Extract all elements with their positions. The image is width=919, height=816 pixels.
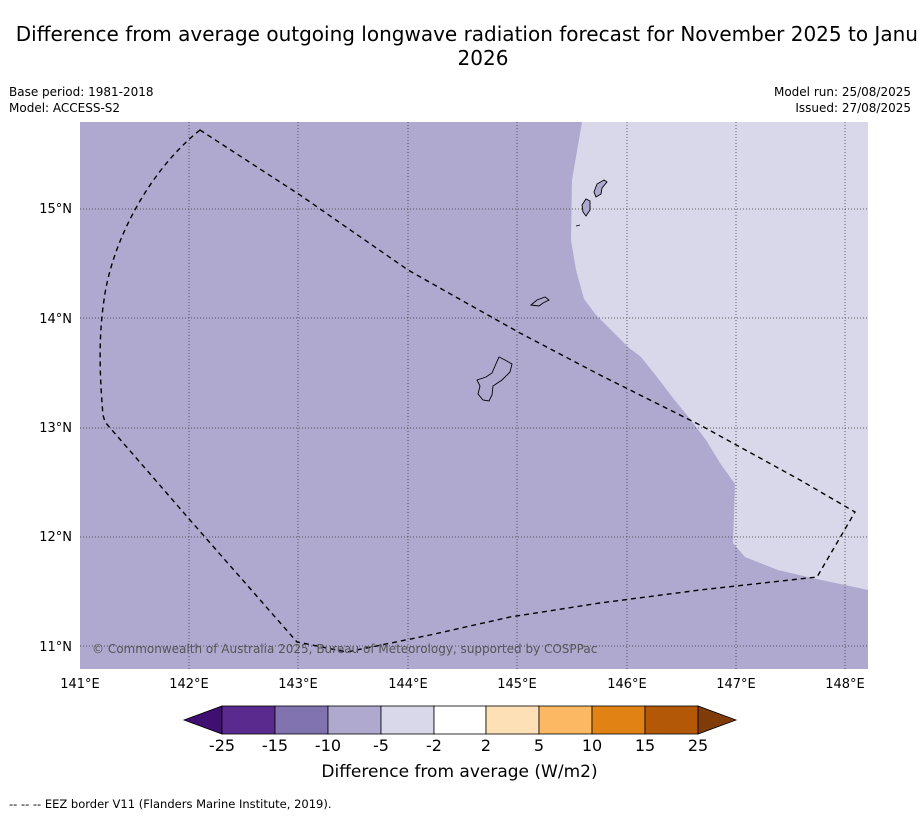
lat-label: 13°N	[39, 421, 72, 436]
colorbar-bin	[380, 705, 435, 735]
colorbar-tick: 25	[687, 736, 709, 755]
copyright-text: © Commonwealth of Australia 2025, Bureau…	[92, 642, 597, 656]
colorbar-bin	[221, 705, 276, 735]
meta-left: Base period: 1981-2018 Model: ACCESS-S2	[9, 84, 154, 116]
colorbar-bin	[485, 705, 540, 735]
base-period: Base period: 1981-2018	[9, 85, 154, 99]
lon-label: 143°E	[278, 677, 318, 692]
colorbar-tick: 2	[480, 736, 492, 755]
issued-date: Issued: 27/08/2025	[795, 101, 911, 115]
model-run: Model run: 25/08/2025	[773, 85, 911, 99]
colorbar-bin	[433, 705, 487, 735]
lat-label: 14°N	[39, 312, 72, 327]
lon-label: 145°E	[497, 677, 537, 692]
colorbar-bin	[274, 705, 329, 735]
colorbar-tick: -10	[314, 736, 342, 755]
colorbar	[182, 705, 738, 735]
anomaly-field-minus5-minus2	[571, 122, 868, 590]
islands	[476, 179, 608, 402]
lon-label: 148°E	[825, 677, 865, 692]
map-title: Difference from average outgoing longwav…	[15, 22, 919, 70]
graticule	[80, 122, 868, 669]
lat-label: 11°N	[39, 640, 72, 655]
longitude-labels: 141°E 142°E 143°E 144°E 145°E 146°E 147°…	[60, 677, 865, 692]
colorbar-tick: 10	[581, 736, 603, 755]
aguijan-islet	[575, 224, 581, 227]
lon-label: 141°E	[60, 677, 100, 692]
eez-legend-note: -- -- -- EEZ border V11 (Flanders Marine…	[9, 797, 332, 811]
colorbar-bin	[644, 705, 699, 735]
colorbar-bin	[591, 705, 646, 735]
saipan-island	[593, 179, 608, 198]
guam-island	[476, 356, 513, 402]
colorbar-extend-low	[182, 705, 223, 735]
tinian-island	[581, 198, 591, 217]
lon-label: 146°E	[607, 677, 647, 692]
lat-label: 15°N	[39, 202, 72, 217]
lon-label: 147°E	[716, 677, 756, 692]
meta-right: Model run: 25/08/2025 Issued: 27/08/2025	[774, 84, 911, 116]
colorbar-bin	[538, 705, 593, 735]
rota-island	[529, 296, 550, 307]
lat-label: 12°N	[39, 530, 72, 545]
colorbar-tick: -15	[261, 736, 289, 755]
latitude-labels: 15°N 14°N 13°N 12°N 11°N	[39, 202, 72, 655]
colorbar-tick: 5	[533, 736, 545, 755]
lon-label: 142°E	[169, 677, 209, 692]
colorbar-tick: -5	[373, 736, 389, 755]
model-name: Model: ACCESS-S2	[9, 101, 121, 115]
colorbar-title: Difference from average (W/m2)	[321, 762, 598, 782]
colorbar-tick: -2	[426, 736, 442, 755]
eez-border	[99, 129, 856, 653]
colorbar-extend-high	[697, 705, 738, 735]
lon-label: 144°E	[388, 677, 428, 692]
colorbar-tick: 15	[634, 736, 656, 755]
colorbar-tick: -25	[208, 736, 236, 755]
colorbar-bin	[327, 705, 382, 735]
